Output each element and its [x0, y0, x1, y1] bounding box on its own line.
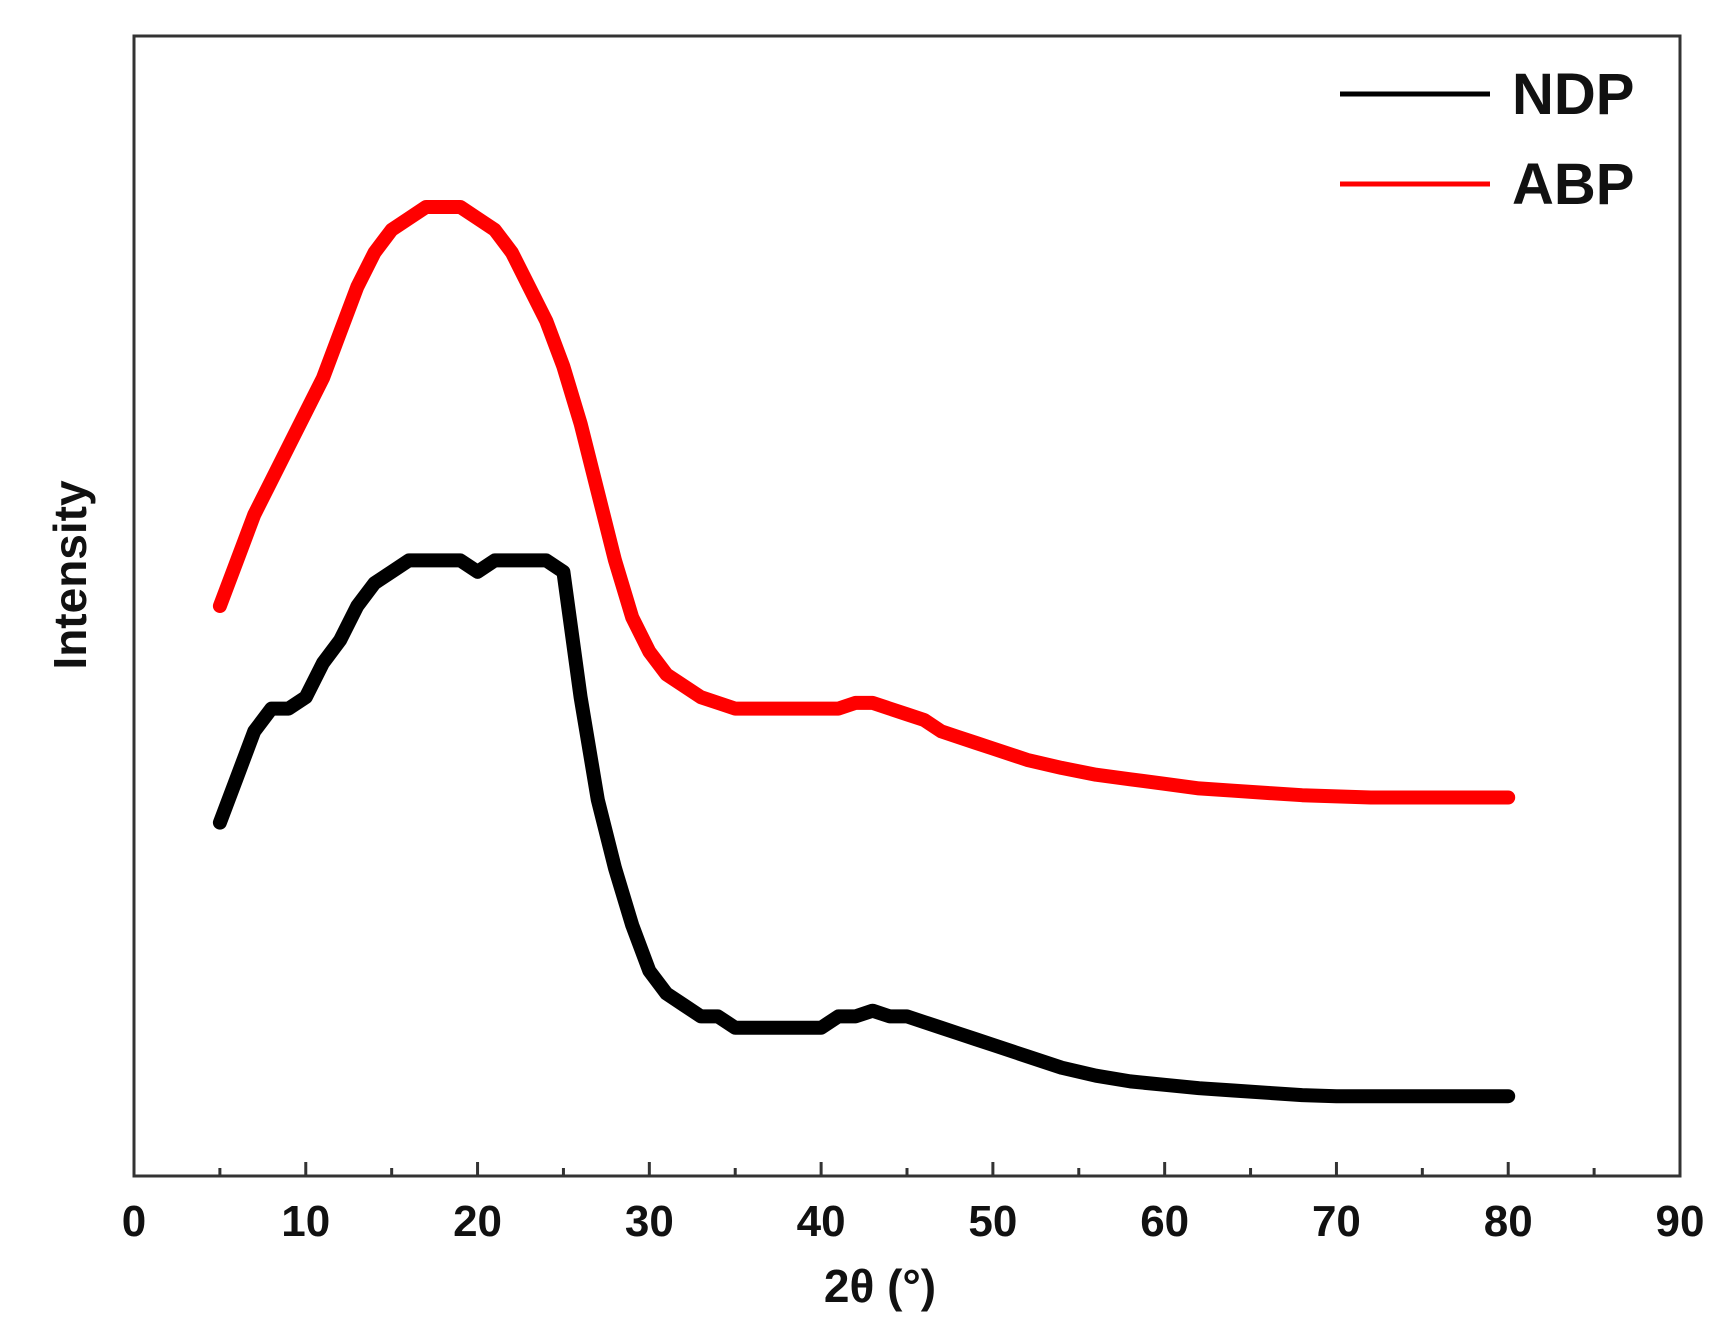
series-line-abp [212, 200, 1516, 805]
x-tick-label: 70 [1312, 1197, 1361, 1246]
legend-label-abp: ABP [1512, 152, 1634, 217]
x-axis-label: 2θ (°) [824, 1260, 936, 1312]
x-tick-label: 30 [625, 1197, 674, 1246]
legend: NDP ABP [1340, 62, 1634, 217]
series-line-ndp [212, 553, 1516, 1104]
x-tick-label: 60 [1140, 1197, 1189, 1246]
x-tick-label: 10 [281, 1197, 330, 1246]
legend-label-ndp: NDP [1512, 62, 1634, 127]
x-tick-label: 0 [122, 1197, 146, 1246]
x-tick-label: 40 [797, 1197, 846, 1246]
series-layer [212, 200, 1516, 1104]
y-axis-label: Intensity [44, 480, 96, 670]
x-axis-ticks: 0 10 20 30 40 50 60 70 80 90 [122, 1162, 1705, 1246]
x-tick-label: 80 [1484, 1197, 1533, 1246]
x-tick-label: 20 [453, 1197, 502, 1246]
x-tick-label: 90 [1656, 1197, 1705, 1246]
x-tick-label: 50 [968, 1197, 1017, 1246]
